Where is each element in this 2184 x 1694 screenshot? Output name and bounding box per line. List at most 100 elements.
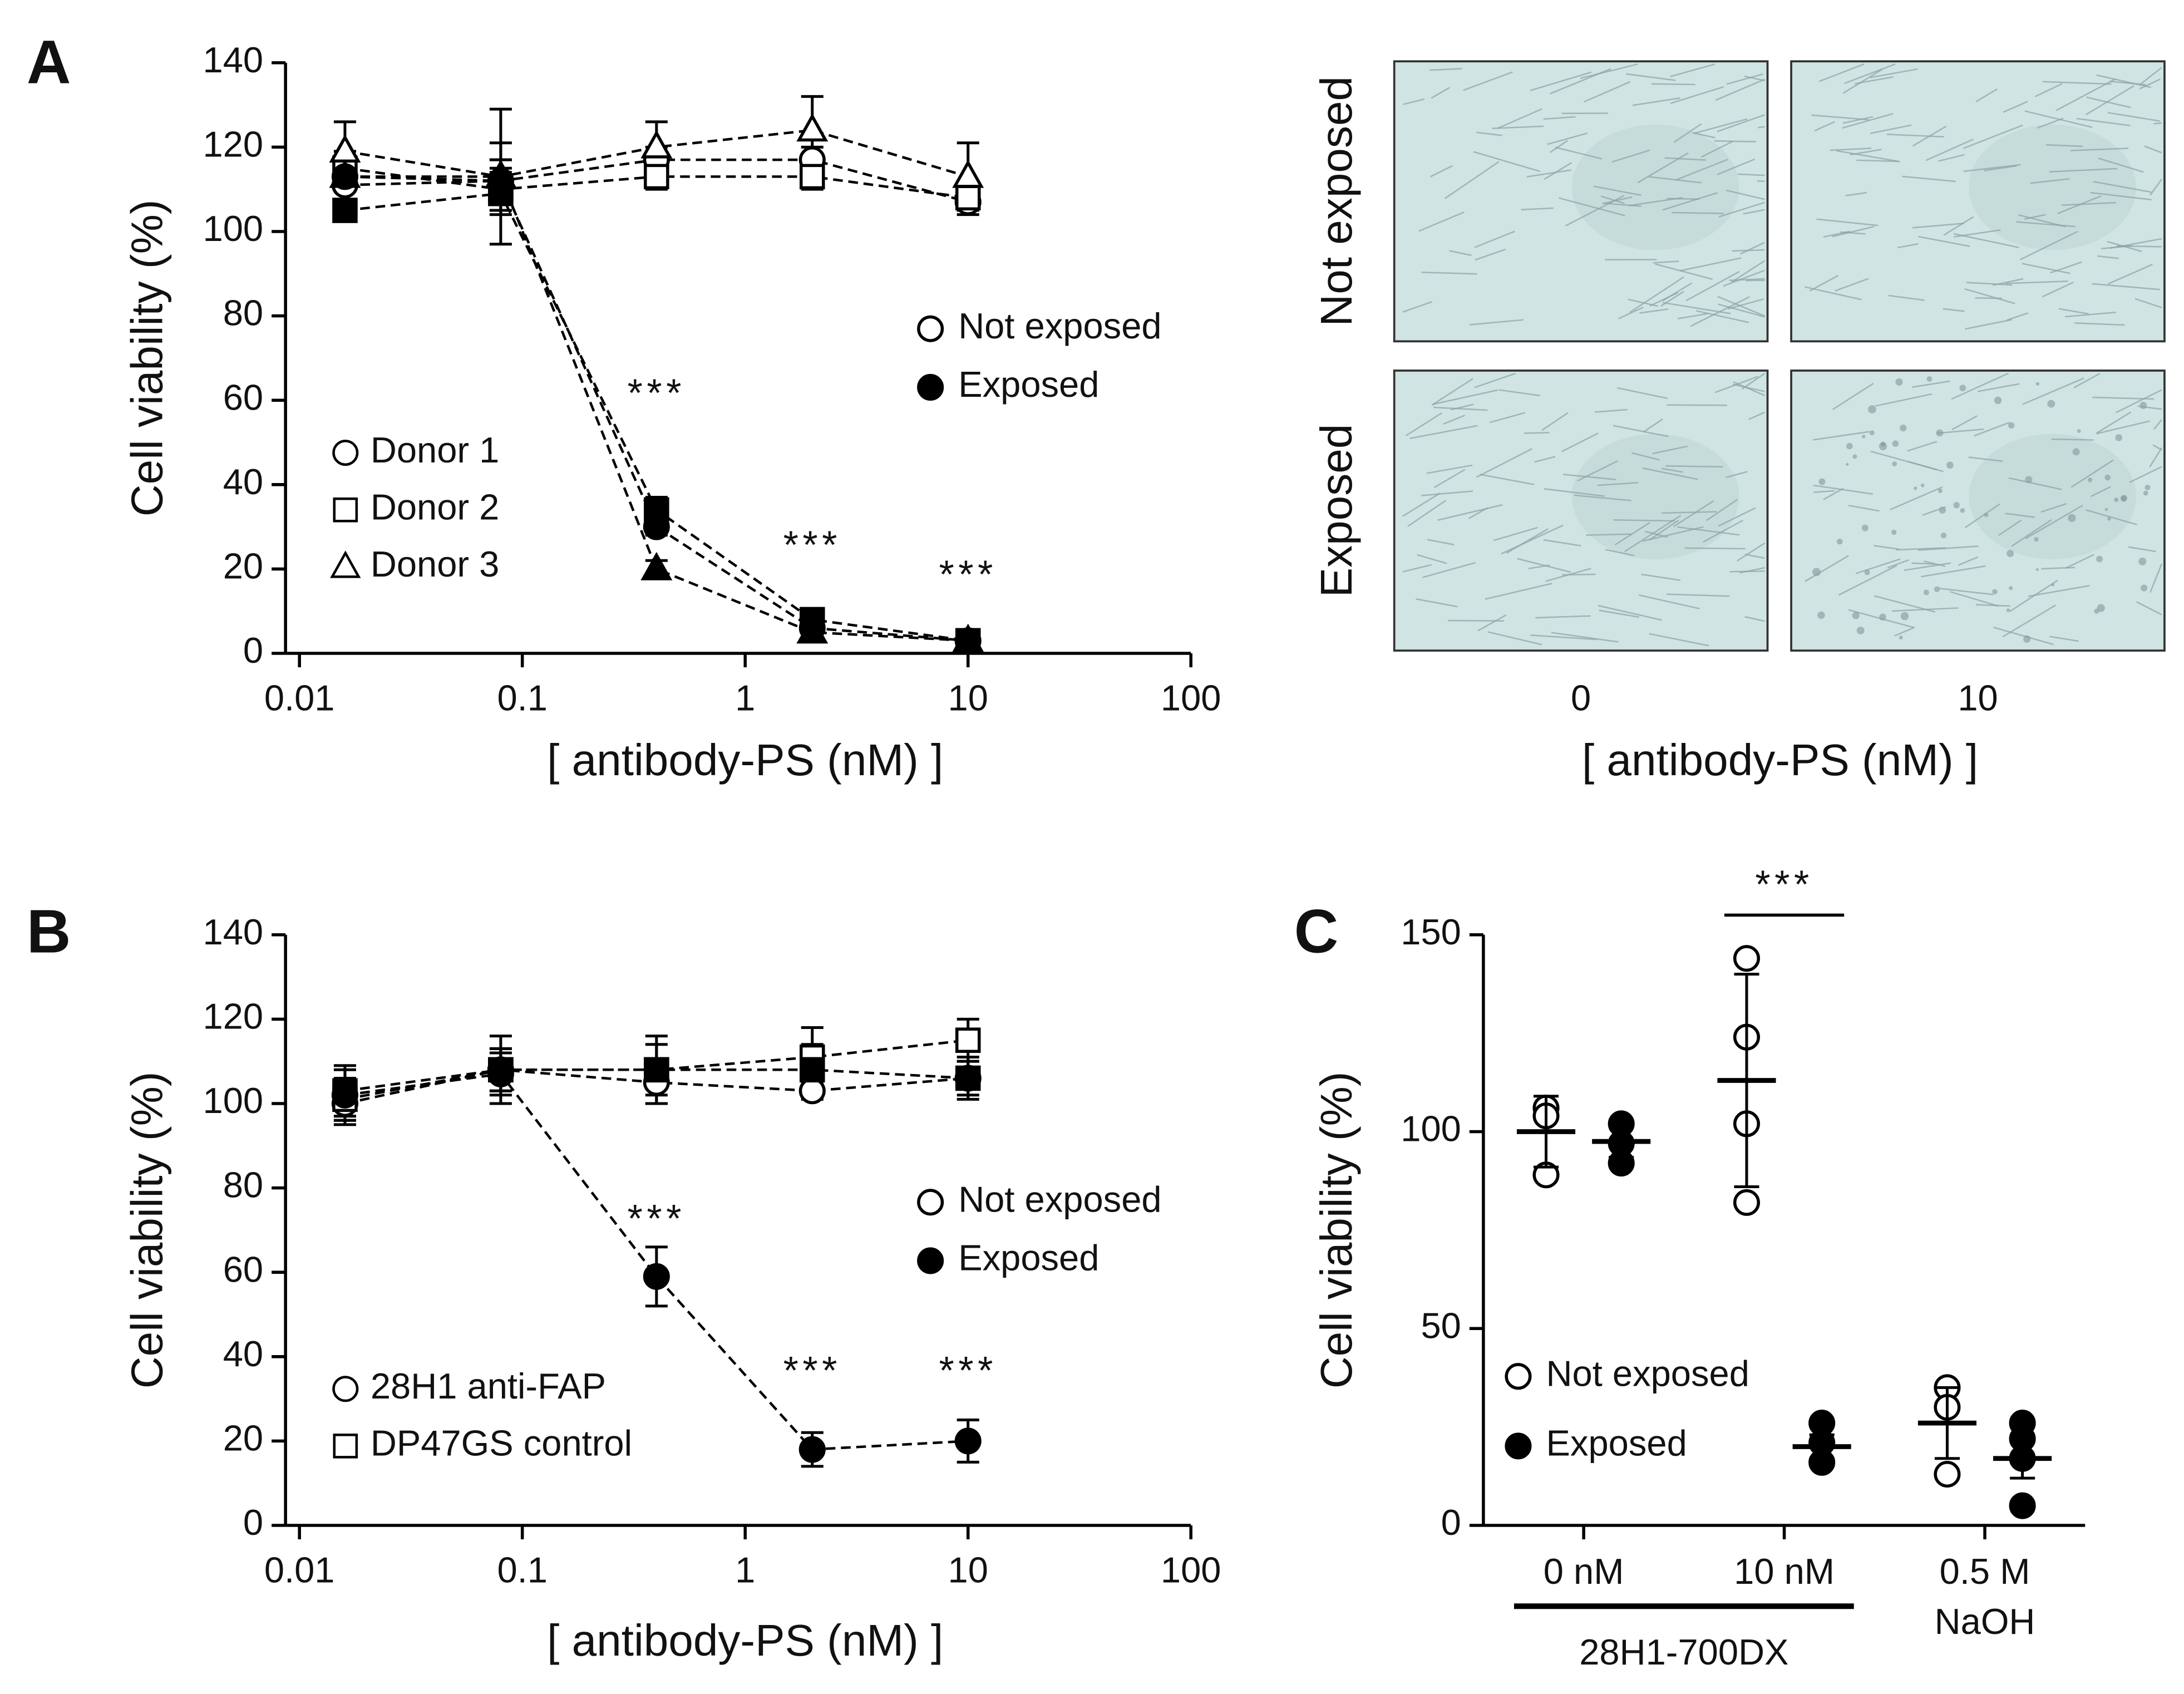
cell-streak [1641, 573, 1681, 582]
cell-debris [1868, 405, 1876, 413]
cell-streak [1530, 71, 1592, 91]
cell-streak [1497, 108, 1542, 129]
cell-streak [1417, 554, 1447, 564]
cell-debris [2114, 497, 2119, 503]
cell-streak [1586, 533, 1631, 536]
cell-debris [2138, 557, 2147, 565]
cell-streak [1917, 545, 1979, 551]
cell-streak [2024, 214, 2046, 220]
cell-streak [2117, 245, 2162, 248]
y-tick-label: 20 [223, 546, 263, 587]
significance: *** [939, 1349, 997, 1392]
cell-streak [1551, 632, 1619, 643]
cell-streak [1731, 260, 1766, 283]
micrograph [1393, 60, 1769, 343]
cell-streak [1729, 570, 1765, 573]
micrograph [1393, 370, 1769, 652]
cell-streak [1741, 372, 1766, 390]
cell-streak [2107, 112, 2160, 122]
cell-streak [1535, 615, 1591, 619]
cell-debris [1852, 454, 1857, 459]
cell-streak [2137, 405, 2162, 410]
cell-streak [2096, 411, 2132, 434]
cell-streak [1963, 164, 2021, 173]
cell-streak [1977, 383, 2020, 392]
cell-streak [1605, 549, 1635, 557]
micrograph-shade [1969, 434, 2136, 559]
cell-streak [1684, 547, 1746, 550]
legend-label: Exposed [958, 364, 1099, 405]
cell-debris [1861, 524, 1869, 531]
cell-streak [1976, 604, 2010, 607]
cell-streak [1402, 301, 1432, 313]
cell-streak [1744, 553, 1765, 559]
series-line [344, 1072, 968, 1451]
cell-streak [1653, 260, 1679, 264]
marker-square [644, 1057, 669, 1083]
cell-streak [2041, 567, 2075, 570]
cell-debris [2035, 382, 2040, 386]
legend-label: Not exposed [958, 306, 1161, 346]
cell-streak [1757, 126, 1765, 129]
cell-streak [1443, 415, 1465, 425]
cell-debris [1846, 462, 1849, 466]
cell-debris [2097, 604, 2105, 612]
cell-streak [1727, 298, 1764, 310]
cell-streak [1649, 292, 1678, 307]
cell-streak [1805, 286, 1862, 301]
y-axis-label: Cell viability (%) [122, 200, 172, 517]
cell-debris [1880, 441, 1886, 447]
cell-streak [2092, 396, 2155, 400]
cell-streak [2074, 322, 2125, 326]
cell-streak [1832, 382, 1874, 410]
cell-streak [1918, 235, 1970, 247]
cell-streak [2058, 308, 2089, 315]
y-axis-label: Cell viability (%) [1311, 1072, 1361, 1389]
cell-streak [1662, 511, 1717, 514]
cell-streak [1470, 319, 1524, 326]
cell-streak [2097, 255, 2119, 259]
cell-streak [2046, 144, 2083, 147]
cell-streak [1706, 499, 1738, 521]
micrograph-background [1790, 60, 2166, 343]
cell-streak [1427, 539, 1455, 545]
cell-streak [1718, 201, 1765, 218]
cell-streak [2030, 178, 2070, 184]
micrograph-background [1393, 60, 1769, 343]
cell-streak [1594, 408, 1628, 413]
cell-streak [1912, 380, 1950, 388]
cell-debris [2023, 635, 2031, 643]
cell-streak [1600, 195, 1625, 204]
cell-streak [2086, 96, 2131, 109]
cell-debris [2107, 516, 2111, 521]
cell-streak [1904, 562, 1951, 571]
x-tick-label: 0.1 [497, 1549, 547, 1590]
marker-square [644, 164, 669, 190]
y-tick-label: 40 [223, 461, 263, 502]
cell-streak [1649, 176, 1702, 184]
cell-streak [1902, 175, 1956, 183]
cell-streak [2149, 447, 2163, 468]
cell-streak [1848, 609, 1914, 628]
cell-debris [1984, 513, 1989, 518]
cell-debris [2121, 495, 2127, 501]
cell-streak [1744, 75, 1765, 82]
x-tick-label: 0.5 M [1940, 1551, 2030, 1592]
cell-streak [1421, 490, 1473, 496]
y-tick-label: 120 [203, 124, 264, 165]
cell-streak [2040, 503, 2067, 513]
cell-streak [1613, 425, 1669, 437]
cell-streak [1476, 131, 1502, 136]
cell-streak [1402, 564, 1432, 573]
panel-label: A [27, 28, 71, 96]
cell-streak [1908, 461, 1944, 472]
cell-streak [1580, 63, 1638, 79]
cell-streak [1474, 230, 1515, 248]
cell-debris [2047, 400, 2055, 408]
cell-streak [1842, 68, 1883, 94]
cell-streak [1487, 631, 1542, 646]
cell-streak [1655, 263, 1713, 280]
marker-square [333, 497, 358, 523]
cell-streak [1422, 562, 1476, 578]
cell-debris [1940, 532, 1947, 539]
